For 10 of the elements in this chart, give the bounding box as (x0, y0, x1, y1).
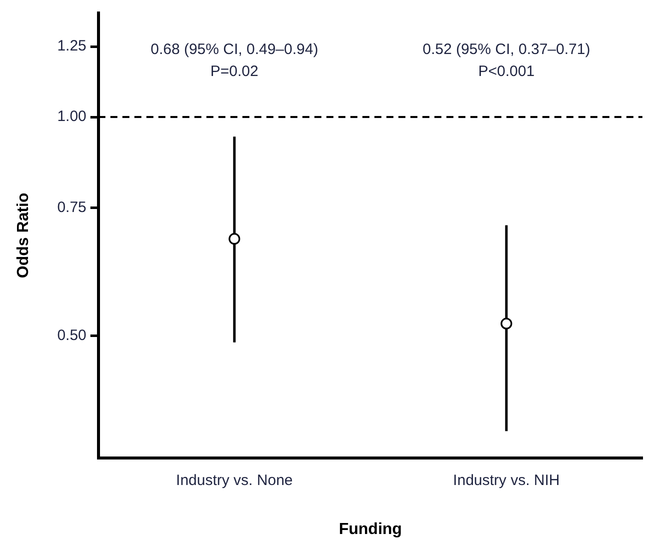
y-tick-label: 1.25 (57, 38, 86, 55)
y-axis-title: Odds Ratio (15, 192, 32, 278)
x-axis-title: Funding (338, 520, 402, 538)
y-tick-label: 0.75 (57, 199, 86, 216)
annotation: 0.68 (95% CI, 0.49–0.94) P=0.02 (150, 41, 318, 80)
y-tick-label: 0.50 (57, 327, 86, 344)
y-tick-label: 1.00 (57, 108, 86, 126)
x-tick-label: Industry vs. NIH (453, 472, 560, 489)
annotation: 0.52 (95% CI, 0.37–0.71) P<0.001 (422, 41, 590, 80)
x-tick-label: Industry vs. None (176, 472, 293, 489)
